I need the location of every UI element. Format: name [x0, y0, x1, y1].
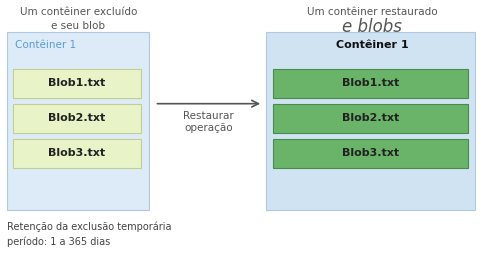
Bar	[273, 104, 468, 133]
Text: Retenção da exclusão temporária: Retenção da exclusão temporária	[7, 221, 172, 232]
Bar	[13, 104, 141, 133]
Text: Blob1.txt: Blob1.txt	[48, 78, 106, 88]
Text: Blob2.txt: Blob2.txt	[342, 113, 399, 123]
Bar	[13, 69, 141, 98]
Bar	[266, 32, 475, 210]
Text: Um contêiner restaurado: Um contêiner restaurado	[307, 6, 437, 17]
Text: Contêiner 1: Contêiner 1	[336, 40, 408, 50]
Text: Blob1.txt: Blob1.txt	[342, 78, 399, 88]
Text: Um contêiner excluído: Um contêiner excluído	[20, 6, 137, 17]
Text: Contêiner 1: Contêiner 1	[15, 40, 76, 50]
Text: Blob3.txt: Blob3.txt	[342, 148, 399, 158]
Text: e blobs: e blobs	[342, 18, 402, 36]
Text: Restaurar
operação: Restaurar operação	[183, 111, 234, 133]
Bar	[7, 32, 149, 210]
Bar	[273, 139, 468, 168]
Text: Blob3.txt: Blob3.txt	[48, 148, 106, 158]
Text: período: 1 a 365 dias: período: 1 a 365 dias	[7, 237, 110, 247]
Bar	[13, 139, 141, 168]
Bar	[273, 69, 468, 98]
Text: Blob2.txt: Blob2.txt	[48, 113, 106, 123]
Text: e seu blob: e seu blob	[51, 20, 105, 31]
